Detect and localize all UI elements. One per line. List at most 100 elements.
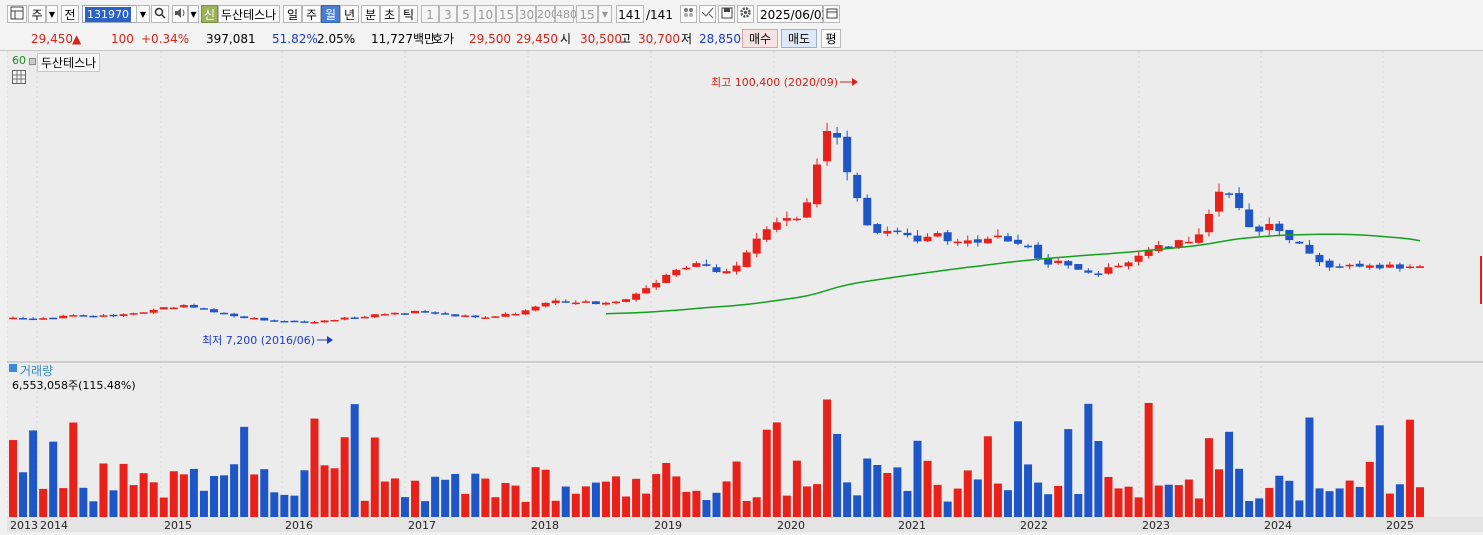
period-year-button[interactable]: 년: [340, 5, 359, 23]
chart-area[interactable]: 2013 2014 2015 2016 2017 2018 2019 2020 2021 2022…: [6, 51, 1483, 532]
period-week-button[interactable]: 주: [302, 5, 321, 23]
trade-amount: 11,727백만: [371, 32, 436, 46]
candle-body: [1064, 261, 1073, 266]
volume-bar: [782, 495, 791, 517]
volume-bar: [843, 482, 852, 517]
period-second-button[interactable]: 초: [380, 5, 399, 23]
chevron-down-icon[interactable]: ▼: [46, 5, 58, 23]
open-price: 30,500: [580, 32, 622, 46]
volume-bar: [421, 501, 430, 517]
low-label: 저: [681, 32, 693, 46]
volume-bar: [762, 429, 771, 517]
volume-bar: [270, 492, 279, 517]
candle-body: [169, 307, 178, 310]
count-dropdown-icon[interactable]: ▼: [598, 5, 612, 23]
candle-body: [833, 132, 842, 138]
new-listing-badge: 신: [201, 5, 218, 23]
minute-5-button[interactable]: 5: [457, 5, 475, 23]
volume-bar: [1335, 488, 1344, 517]
current-price: 29,450: [31, 32, 73, 46]
candle-body: [99, 315, 108, 317]
volume-bar: [521, 501, 530, 517]
grid-toggle-icon[interactable]: [12, 70, 26, 84]
page-input[interactable]: 141: [616, 5, 644, 23]
volume-bar: [973, 479, 982, 517]
period-day-button[interactable]: 일: [283, 5, 302, 23]
date-input[interactable]: 2025/06/02: [757, 5, 829, 23]
volume-bar: [622, 496, 631, 517]
speaker-dropdown-icon[interactable]: ▼: [188, 5, 199, 23]
minute-200-button[interactable]: 200: [536, 5, 558, 23]
volume-bar: [983, 436, 992, 517]
volume-bar: [19, 472, 28, 517]
volume-marker-icon: [9, 364, 17, 372]
volume-bar: [1255, 498, 1264, 517]
min-annotation: 최저 7,200 (2016/06): [202, 334, 316, 347]
volume-bar: [883, 472, 892, 517]
candle-body: [199, 308, 208, 310]
buy-button[interactable]: 매수: [742, 29, 778, 48]
volume-bar: [199, 490, 208, 517]
period-month-button[interactable]: 월: [321, 5, 340, 23]
price-change: 100: [111, 32, 134, 46]
minute-15-button[interactable]: 15: [496, 5, 517, 23]
count-input[interactable]: 15: [576, 5, 598, 23]
candle-body: [1335, 266, 1344, 268]
volume-bar: [1014, 421, 1022, 517]
prev-button[interactable]: 전: [61, 5, 79, 23]
stock-code-value: 131970: [85, 7, 131, 22]
speaker-icon[interactable]: [172, 5, 188, 23]
candle-body: [1405, 266, 1414, 269]
volume-bar: [1174, 485, 1183, 517]
minute-480-button[interactable]: 480: [555, 5, 577, 23]
max-annotation: 최고 100,400 (2020/09): [711, 76, 839, 89]
volume-bar: [1044, 494, 1053, 517]
minute-30-button[interactable]: 30: [517, 5, 536, 23]
volume-bar: [541, 469, 550, 517]
code-dropdown-icon[interactable]: ▼: [136, 5, 150, 23]
minute-1-button[interactable]: 1: [421, 5, 439, 23]
candle-body: [541, 302, 550, 307]
minute-3-button[interactable]: 3: [439, 5, 457, 23]
candle-body: [350, 317, 359, 319]
search-icon[interactable]: [151, 5, 169, 23]
volume-bar: [350, 404, 359, 517]
chart-settings-icon[interactable]: [7, 5, 27, 23]
series-marker-icon: [29, 58, 36, 65]
period-minute-button[interactable]: 분: [361, 5, 380, 23]
link-icon[interactable]: [680, 5, 697, 23]
volume-bar: [471, 473, 480, 517]
sell-button[interactable]: 매도: [781, 29, 817, 48]
gear-icon[interactable]: [737, 5, 754, 23]
candle-body: [1144, 250, 1153, 256]
candle-body: [39, 318, 48, 320]
candle-body: [813, 164, 821, 205]
minute-10-button[interactable]: 10: [475, 5, 496, 23]
crosshair-icon[interactable]: [699, 5, 716, 23]
volume-bar: [1315, 488, 1324, 517]
volume-bar: [833, 433, 842, 517]
open-label: 시: [560, 32, 572, 46]
eval-button[interactable]: 평: [821, 29, 841, 48]
candle-body: [280, 320, 289, 323]
candle-body: [1245, 209, 1254, 228]
chart-stock-name[interactable]: 두산테스나: [37, 53, 101, 72]
candle-body: [1325, 260, 1334, 268]
year-tick-label: 2015: [164, 519, 192, 532]
chart-type-select[interactable]: 주: [28, 5, 46, 23]
year-tick-label: 2019: [654, 519, 682, 532]
candle-body: [662, 274, 671, 283]
page-total: /141: [646, 8, 673, 22]
stock-name-field[interactable]: 두산테스나: [218, 5, 280, 23]
volume-bar: [230, 464, 239, 517]
stock-code-input[interactable]: 131970: [82, 5, 150, 23]
save-icon[interactable]: [718, 5, 735, 23]
calendar-icon[interactable]: [823, 5, 840, 23]
min-arrow-icon: [327, 336, 333, 344]
year-tick-label: 2023: [1142, 519, 1170, 532]
volume-bar: [29, 430, 38, 517]
volume-bar: [441, 479, 450, 517]
period-tick-button[interactable]: 틱: [399, 5, 418, 23]
volume-bar: [340, 437, 349, 517]
volume-bar: [250, 474, 259, 517]
